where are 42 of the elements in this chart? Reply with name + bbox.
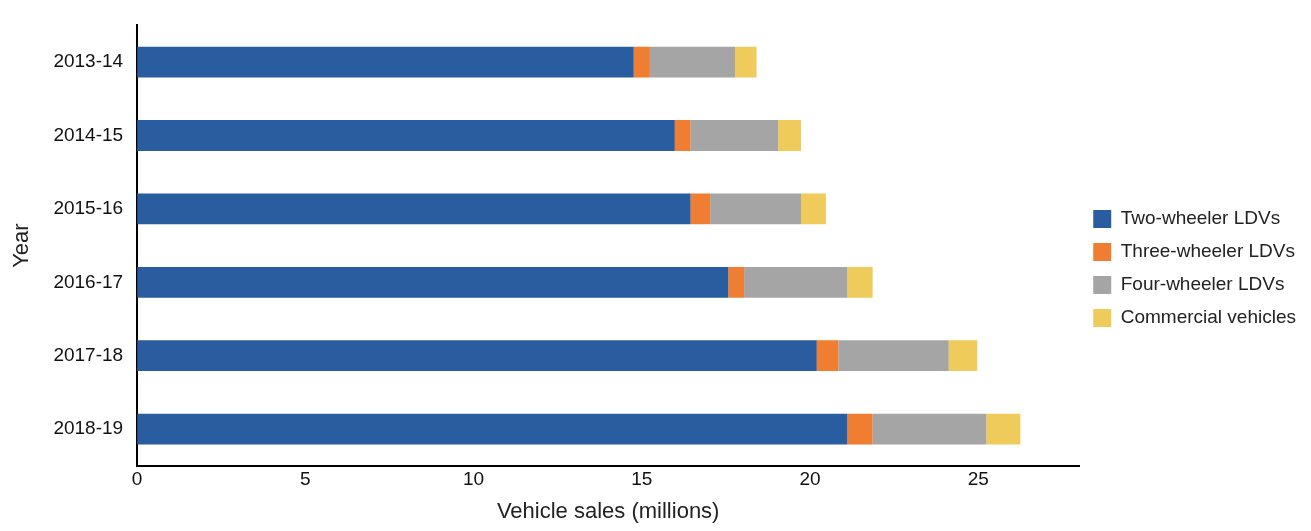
x-tick-label: 5 — [300, 468, 311, 490]
y-axis-title: Year — [8, 223, 34, 268]
y-tick-label: 2013-14 — [53, 50, 124, 72]
legend-label: Commercial vehicles — [1120, 306, 1297, 328]
bar — [710, 193, 801, 225]
x-tick-label: 0 — [131, 468, 143, 490]
bar — [137, 120, 675, 151]
bar — [735, 46, 757, 78]
bar — [633, 46, 650, 78]
bar — [872, 413, 987, 445]
bar — [690, 120, 779, 151]
legend-label: Three-wheeler LDVs — [1120, 240, 1295, 262]
x-axis-title: Vehicle sales (millions) — [496, 497, 720, 523]
bar — [948, 340, 978, 372]
bar — [800, 193, 826, 225]
bar — [137, 193, 691, 225]
bar — [744, 266, 848, 298]
bar — [649, 46, 736, 78]
bar — [847, 266, 873, 298]
legend-label: Two-wheeler LDVs — [1120, 207, 1281, 229]
bar — [986, 413, 1021, 445]
legend-label: Four-wheeler LDVs — [1120, 273, 1285, 295]
bar — [674, 120, 691, 151]
y-tick-label: 2018-19 — [53, 417, 124, 439]
x-tick-label: 20 — [799, 468, 821, 490]
bar — [838, 340, 949, 372]
bar — [816, 340, 839, 372]
bar — [690, 193, 711, 225]
bar — [728, 266, 745, 298]
y-tick-label: 2016-17 — [53, 270, 124, 292]
bar — [137, 340, 817, 372]
x-tick-label: 10 — [463, 468, 485, 490]
bar — [137, 266, 729, 298]
bar — [847, 413, 873, 445]
x-tick-label: 25 — [967, 468, 989, 490]
y-tick-label: 2014-15 — [53, 123, 124, 145]
x-tick-label: 15 — [631, 468, 653, 490]
bar — [137, 46, 634, 78]
bar — [137, 413, 848, 445]
bar — [778, 120, 801, 151]
y-tick-label: 2017-18 — [53, 343, 124, 365]
y-tick-label: 2015-16 — [53, 197, 124, 219]
